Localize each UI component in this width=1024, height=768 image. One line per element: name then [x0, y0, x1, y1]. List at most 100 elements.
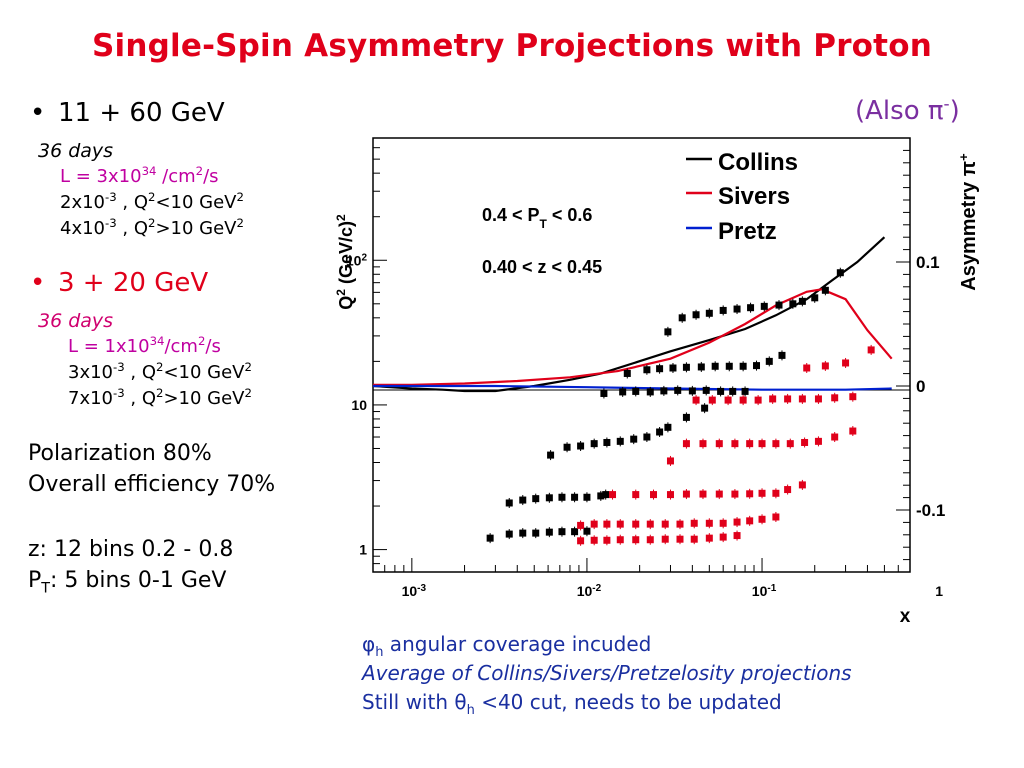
also-sup: - [943, 93, 950, 114]
black-data-point [486, 534, 494, 542]
line-exp2: 2 [148, 190, 156, 204]
black-data-point [778, 351, 786, 359]
svg-text:Asymmetry π+: Asymmetry π+ [956, 153, 981, 291]
red-data-point [632, 491, 640, 499]
black-data-point [739, 362, 747, 370]
black-data-point [729, 387, 737, 395]
black-data-point [660, 387, 668, 395]
y-left-tick-label: 1 [359, 542, 367, 558]
black-data-point [664, 328, 672, 336]
red-data-point [616, 536, 624, 544]
x-tick-label: 1 [935, 583, 943, 599]
line-exp: -3 [113, 386, 125, 400]
black-data-point [590, 440, 598, 448]
red-data-point [842, 359, 850, 367]
black-data-point [623, 369, 631, 377]
asym-label: Asymmetry π [958, 161, 980, 291]
projection-points [486, 267, 875, 546]
red-data-point [715, 440, 723, 448]
black-data-point [619, 388, 627, 396]
red-data-point [682, 440, 690, 448]
black-data-point [747, 304, 755, 312]
red-data-point [661, 535, 669, 543]
black-data-point [705, 309, 713, 317]
black-data-point [765, 357, 773, 365]
black-data-point [688, 387, 696, 395]
lum-pre: L = 3x10 [60, 166, 142, 187]
red-data-point [798, 395, 806, 403]
red-data-point [603, 520, 611, 528]
red-data-point [754, 396, 762, 404]
red-data-point [801, 438, 809, 446]
asym-exp: + [956, 153, 971, 161]
pt-range-annotation: 0.4 < PT < 0.6 [482, 205, 592, 231]
red-data-point [733, 518, 741, 526]
line-exp2: 2 [148, 216, 156, 230]
red-data-point [690, 519, 698, 527]
legend: Collins Sivers Pretz [686, 149, 798, 245]
red-data-point [849, 393, 857, 401]
red-data-point [577, 537, 585, 545]
lum-exp2: 2 [197, 334, 206, 348]
black-data-point [643, 366, 651, 374]
red-data-point [609, 491, 617, 499]
black-data-point [811, 294, 819, 302]
black-data-point [643, 433, 651, 441]
red-data-point [690, 535, 698, 543]
line-exp3: 2 [244, 360, 252, 374]
red-data-point [758, 515, 766, 523]
black-data-point [630, 435, 638, 443]
bullet-dot: • [30, 98, 46, 128]
red-data-point [731, 440, 739, 448]
line-pre: 3x10 [68, 362, 114, 383]
red-data-point [746, 490, 754, 498]
pt-ann-sub: T [540, 217, 548, 231]
config1-heading-text: 11 + 60 GeV [58, 98, 225, 128]
red-data-point [661, 520, 669, 528]
black-data-point [583, 527, 591, 535]
pt-ann-post: < 0.6 [547, 205, 593, 225]
line-exp: -3 [105, 190, 117, 204]
note-line-1: φh angular coverage incuded [362, 630, 852, 659]
black-data-point [505, 499, 513, 507]
y-left-axis-ticks: 1 10 102 [346, 137, 387, 573]
black-data-point [563, 443, 571, 451]
phi-sub: h [375, 645, 384, 660]
line-exp: -3 [113, 360, 125, 374]
black-data-point [664, 423, 672, 431]
line-exp2: 2 [156, 360, 164, 374]
x-tick-label: 10-1 [752, 583, 777, 600]
black-data-point [519, 496, 527, 504]
x-axis-label: x [900, 606, 911, 627]
config2-line-2: 7x10-3 , Q2>10 GeV2 [30, 386, 360, 412]
lum-post: /s [203, 166, 219, 187]
line-post: >10 GeV [163, 388, 245, 409]
red-data-point [746, 440, 754, 448]
black-data-point [545, 494, 553, 502]
also-close: ) [949, 96, 960, 126]
red-data-point [803, 364, 811, 372]
red-data-point [705, 519, 713, 527]
red-data-point [746, 517, 754, 525]
black-data-point [678, 314, 686, 322]
red-data-point [676, 535, 684, 543]
bullet-dot: • [30, 268, 46, 298]
red-data-point [590, 520, 598, 528]
black-data-point [719, 306, 727, 314]
line-post: <10 GeV [163, 362, 245, 383]
lum-mid: /cm [156, 166, 196, 187]
black-data-point [682, 413, 690, 421]
line-mid: , Q [116, 218, 149, 239]
also-text: (Also π [855, 96, 944, 126]
black-data-point [669, 364, 677, 372]
lum-exp: 34 [141, 164, 157, 178]
curve-sivers [373, 288, 893, 386]
config2-heading: • 3 + 20 GeV [30, 268, 360, 298]
black-data-point [682, 363, 690, 371]
pt-bins-text: PT: 5 bins 0-1 GeV [28, 565, 360, 596]
red-data-point [772, 513, 780, 521]
red-data-point [769, 395, 777, 403]
red-data-point [772, 440, 780, 448]
red-data-point [784, 395, 792, 403]
red-data-point [708, 396, 716, 404]
